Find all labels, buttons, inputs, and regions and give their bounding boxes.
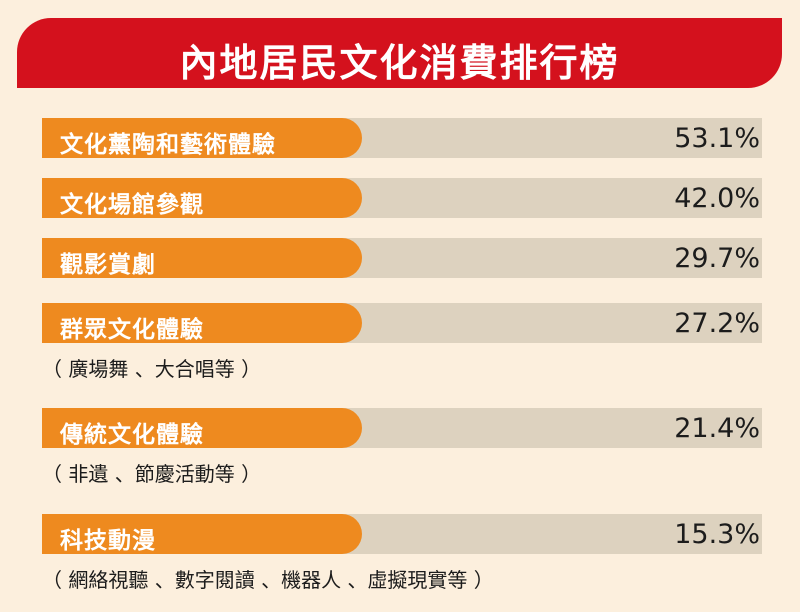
category-label: 群眾文化體驗 <box>60 317 204 343</box>
category-note: （ 廣場舞 、大合唱等 ） <box>42 357 262 381</box>
category-pill: 科技動漫 <box>42 514 362 554</box>
category-pill: 群眾文化體驗 <box>42 303 362 343</box>
value-label: 29.7% <box>674 243 760 274</box>
chart-title: 內地居民文化消費排行榜 <box>179 41 620 85</box>
category-pill: 文化場館參觀 <box>42 178 362 218</box>
category-label: 文化薰陶和藝術體驗 <box>60 132 276 158</box>
value-label: 53.1% <box>674 123 760 154</box>
value-label: 42.0% <box>674 183 760 214</box>
value-label: 27.2% <box>674 308 760 339</box>
category-label: 觀影賞劇 <box>60 252 156 278</box>
category-label: 傳統文化體驗 <box>60 422 204 448</box>
value-label: 21.4% <box>674 413 760 444</box>
value-label: 15.3% <box>674 519 760 550</box>
category-note: （ 網絡視聽 、數字閱讀 、機器人 、虛擬現實等 ） <box>42 568 494 592</box>
category-pill: 傳統文化體驗 <box>42 408 362 448</box>
category-pill: 文化薰陶和藝術體驗 <box>42 118 362 158</box>
category-label: 科技動漫 <box>60 528 156 554</box>
category-note: （ 非遺 、節慶活動等 ） <box>42 462 262 486</box>
category-label: 文化場館參觀 <box>60 192 204 218</box>
category-pill: 觀影賞劇 <box>42 238 362 278</box>
title-banner: 內地居民文化消費排行榜 <box>17 18 782 88</box>
